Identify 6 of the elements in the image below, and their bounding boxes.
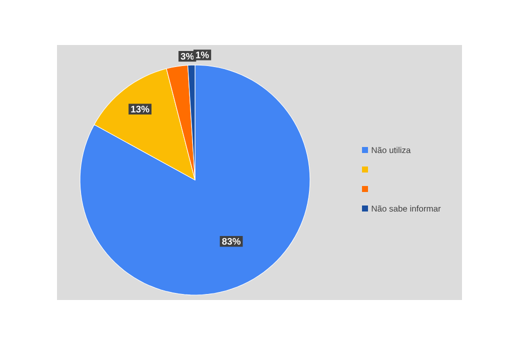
legend-label: Não sabe informar: [372, 205, 441, 212]
data-label: 13%: [131, 106, 150, 112]
data-label: 3%: [180, 52, 194, 60]
legend-label: Não utiliza: [372, 146, 411, 154]
data-label: 1%: [196, 52, 209, 58]
data-label: 83%: [222, 238, 241, 245]
